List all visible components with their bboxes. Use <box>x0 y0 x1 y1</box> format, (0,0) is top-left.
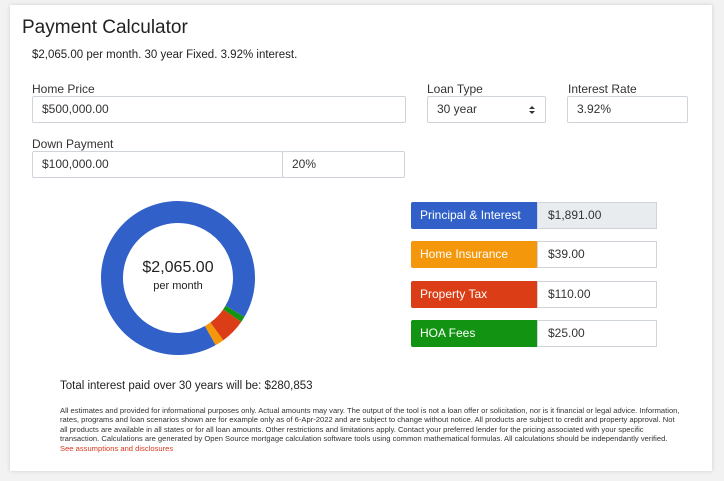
legend-label: HOA Fees <box>411 320 537 347</box>
disclaimer: All estimates and provided for informati… <box>60 406 680 453</box>
title: Payment Calculator <box>22 17 188 38</box>
legend-row: Home Insurance $39.00 <box>411 241 657 268</box>
legend-row: Principal & Interest $1,891.00 <box>411 202 657 229</box>
donut-segment <box>223 305 245 322</box>
field-label: Interest Rate <box>568 82 637 96</box>
summary: $2,065.00 per month. 30 year Fixed. 3.92… <box>32 49 298 61</box>
down-payment-percent-input[interactable]: 20% <box>282 151 405 178</box>
legend-row: HOA Fees $25.00 <box>411 320 657 347</box>
donut-segment <box>204 322 224 346</box>
donut-segment <box>101 201 255 355</box>
legend-row: Property Tax $110.00 <box>411 281 657 308</box>
field-label: Loan Type <box>427 82 483 96</box>
legend-label: Principal & Interest <box>411 202 537 229</box>
loan-type-select[interactable]: 30 year <box>427 96 546 123</box>
field-label: Home Price <box>32 82 95 96</box>
donut-segment <box>210 308 242 341</box>
disclosure-link[interactable]: See assumptions and disclosures <box>60 443 174 453</box>
legend-value: $39.00 <box>537 241 657 268</box>
legend-label: Property Tax <box>411 281 537 308</box>
select-arrow <box>529 106 535 114</box>
home-price-input[interactable]: $500,000.00 <box>32 96 406 123</box>
field-label: Down Payment <box>32 137 114 151</box>
interest-rate-input[interactable]: 3.92% <box>567 96 688 123</box>
legend-value: $1,891.00 <box>537 202 657 229</box>
total-interest: Total interest paid over 30 years will b… <box>60 380 313 392</box>
center-label: per month <box>153 280 203 292</box>
legend-value: $25.00 <box>537 320 657 347</box>
down-payment-input[interactable]: $100,000.00 <box>32 151 283 178</box>
disclaimer-text: All estimates and provided for informati… <box>60 406 680 444</box>
calculator-card: Payment Calculator $2,065.00 per month. … <box>10 5 712 471</box>
center-value: $2,065.00 <box>142 259 213 276</box>
select-value: 30 year <box>437 102 478 116</box>
legend-value: $110.00 <box>537 281 657 308</box>
donut-chart: $2,065.00 per month <box>101 201 255 355</box>
legend-label: Home Insurance <box>411 241 537 268</box>
